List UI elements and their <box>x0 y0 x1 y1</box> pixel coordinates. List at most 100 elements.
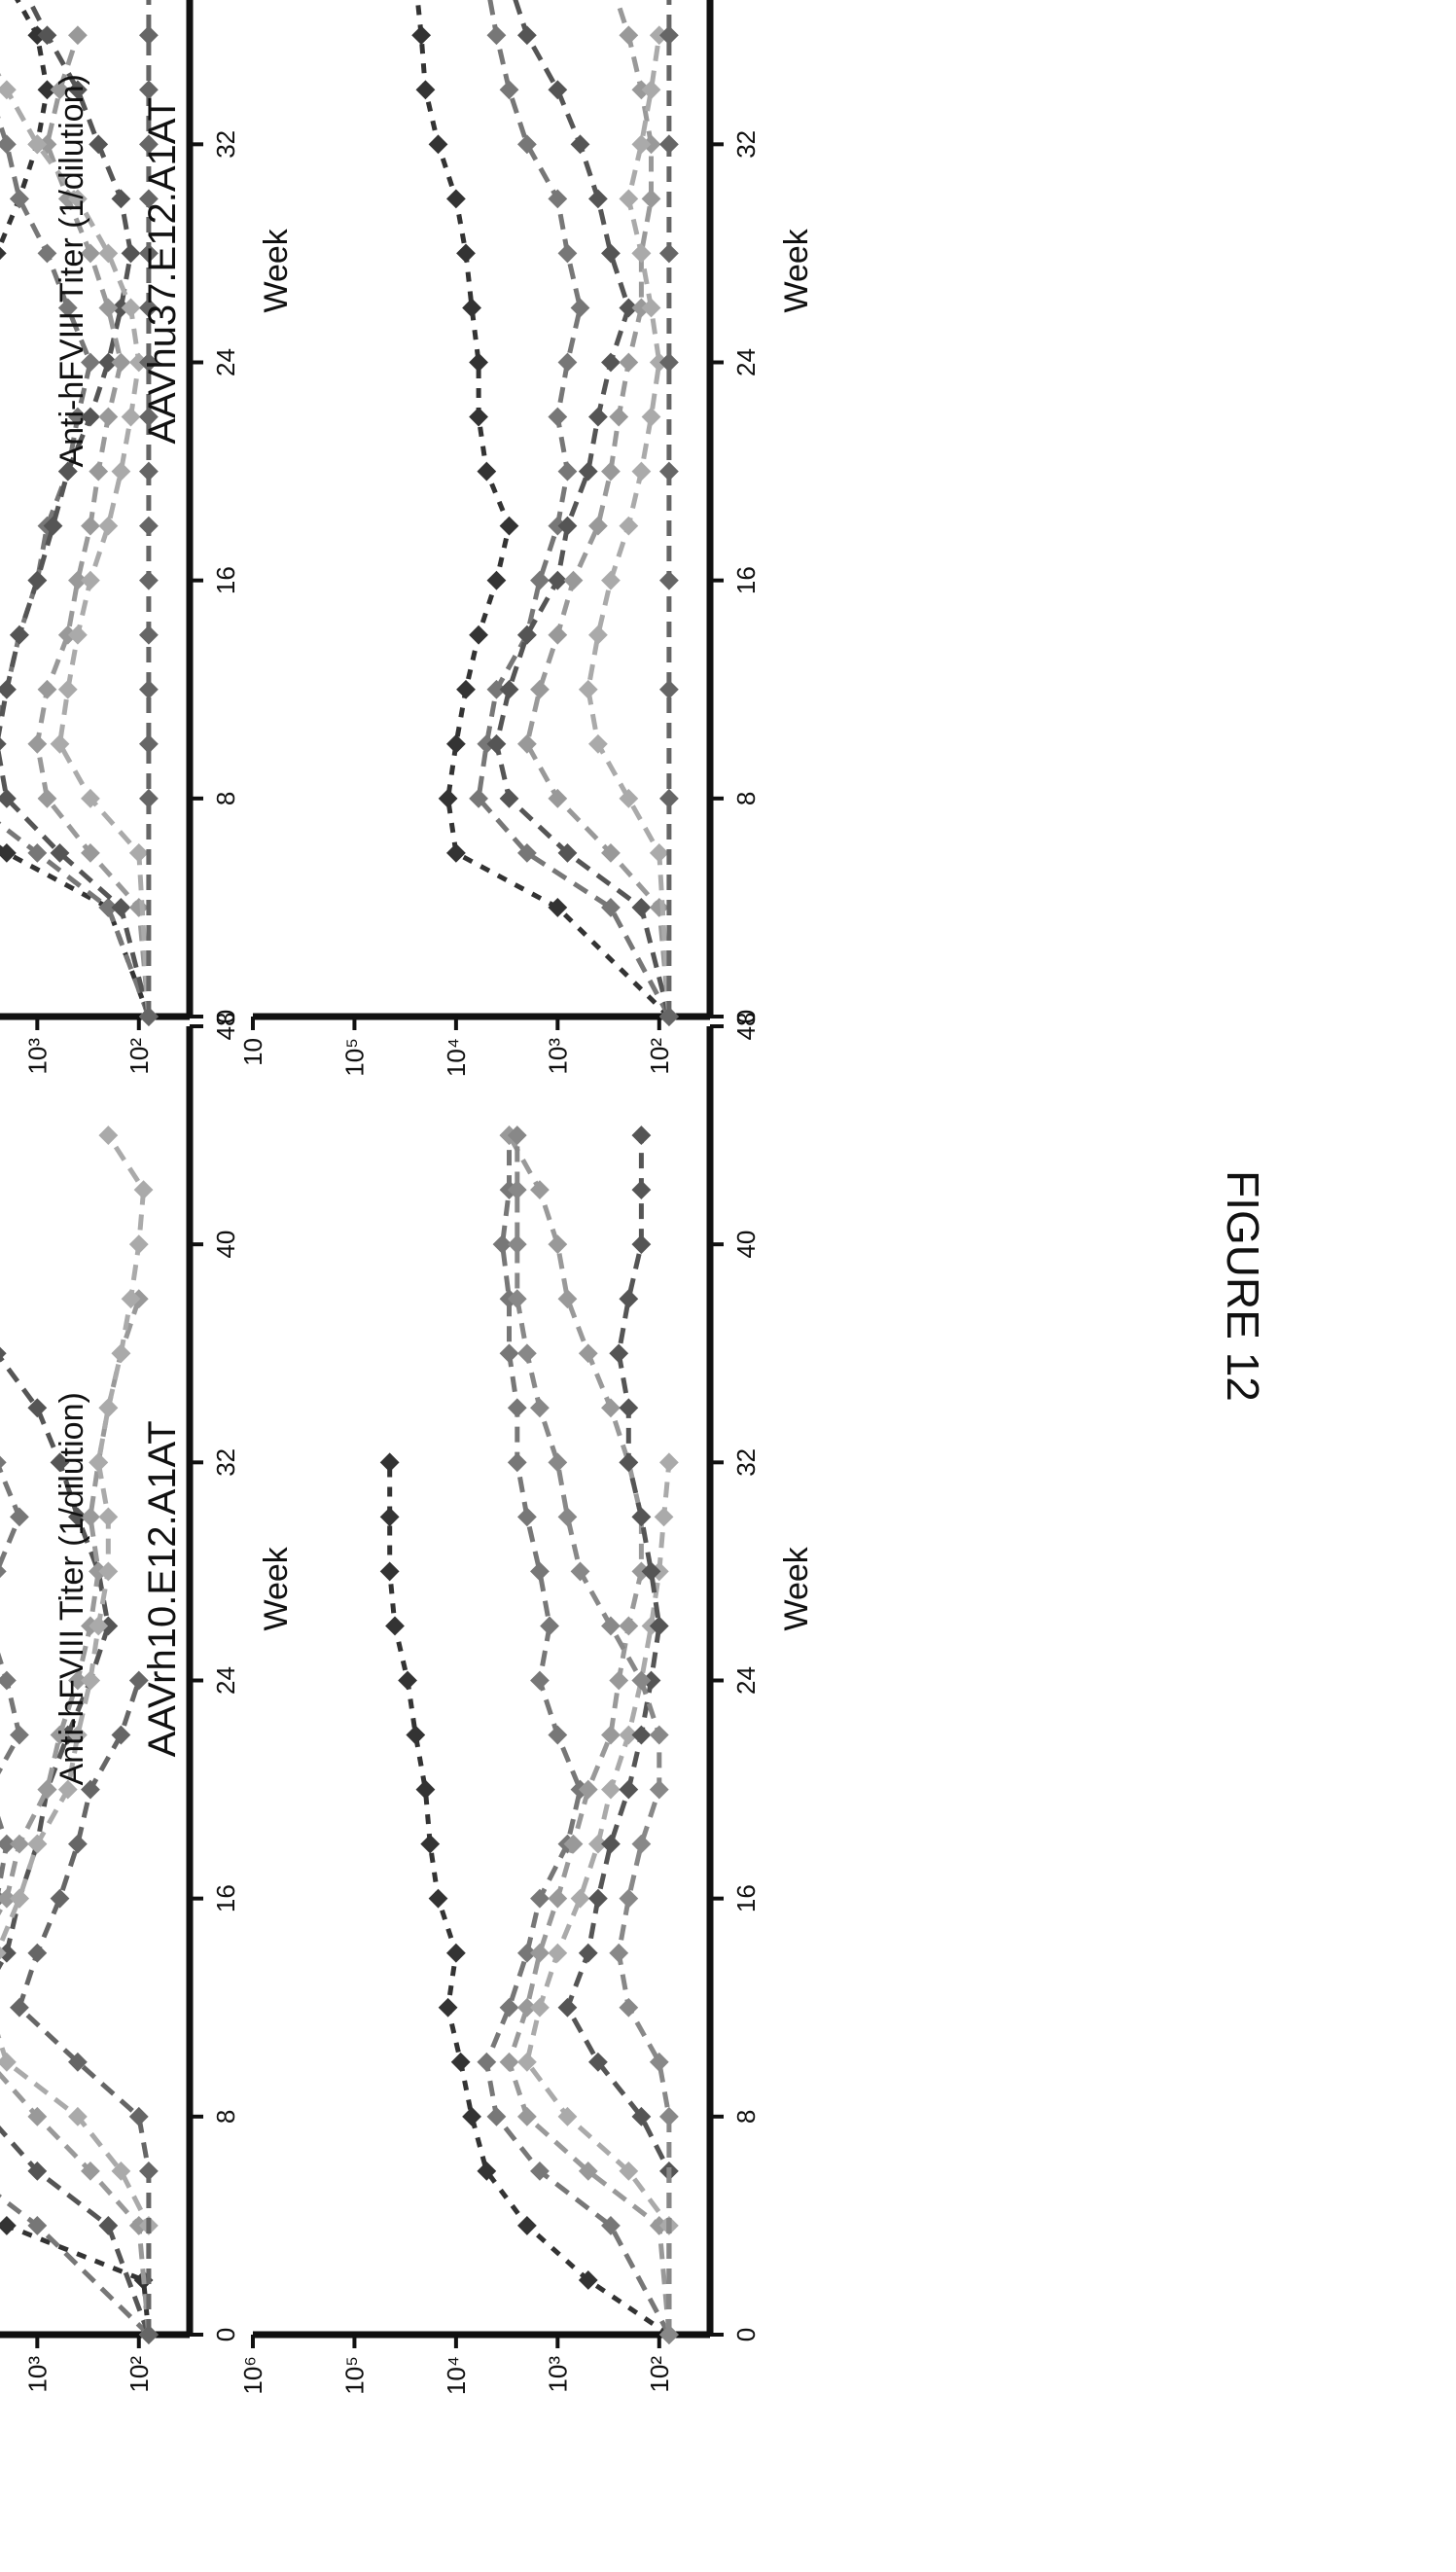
series-point <box>530 570 550 590</box>
series-point <box>641 1670 661 1691</box>
series-point <box>563 1834 584 1854</box>
series-point <box>563 570 584 590</box>
series-point <box>477 461 497 482</box>
series-point <box>469 625 488 645</box>
series-point <box>631 1670 652 1691</box>
series-point <box>516 134 537 155</box>
series-point <box>138 516 159 536</box>
series-point <box>445 1943 466 1963</box>
series-point <box>578 461 598 482</box>
series-point <box>89 134 109 155</box>
series-point <box>631 1125 652 1145</box>
series-line <box>0 1243 152 2336</box>
series-point <box>601 570 621 590</box>
series-point <box>81 788 100 808</box>
series-point <box>578 1343 598 1364</box>
series-line <box>483 0 672 1018</box>
series-point <box>0 1834 17 1854</box>
series-point <box>67 1670 88 1691</box>
series-point <box>649 898 669 917</box>
series-point <box>138 2161 159 2181</box>
series-point <box>10 1834 29 1854</box>
series-point <box>631 1234 652 1255</box>
series-point <box>557 1507 578 1527</box>
series-point <box>81 570 100 590</box>
series-point <box>415 80 436 100</box>
series-point <box>516 2106 537 2126</box>
series-point <box>477 2161 497 2181</box>
series-point <box>499 2052 519 2072</box>
series-point <box>138 80 159 100</box>
series-point <box>619 352 639 373</box>
series-point <box>37 788 57 808</box>
x-tick-label: 24 <box>211 1666 240 1695</box>
series-point <box>98 898 119 917</box>
series-point <box>128 352 149 373</box>
series-point <box>415 1779 436 1800</box>
series-point <box>619 1997 639 2018</box>
series-point <box>445 189 466 209</box>
series-point <box>530 1398 550 1418</box>
series-point <box>379 1561 400 1582</box>
series-point <box>10 1725 29 1745</box>
series-point <box>631 1725 652 1745</box>
series-point <box>649 2052 669 2072</box>
series-point <box>658 25 679 46</box>
series-point <box>27 1834 48 1854</box>
x-tick-label: 0 <box>731 1010 761 1023</box>
x-tick-label: 0 <box>211 1010 240 1023</box>
series-point <box>98 1398 119 1418</box>
series-point <box>477 2052 497 2072</box>
series-point <box>570 1561 590 1582</box>
series-point <box>557 1997 578 2018</box>
series-point <box>507 1180 527 1200</box>
series-point <box>516 1343 537 1364</box>
series-point <box>499 788 519 808</box>
series-point <box>128 1670 149 1691</box>
series-point <box>557 352 578 373</box>
series-point <box>619 25 639 46</box>
x-tick-label: 8 <box>731 2110 761 2124</box>
series-point <box>619 189 639 209</box>
series-point <box>570 1888 590 1909</box>
series-point <box>27 1943 48 1963</box>
series-point <box>516 1997 537 2018</box>
series-point <box>111 461 131 482</box>
series-point <box>557 1289 578 1309</box>
series-point <box>530 2161 550 2181</box>
series-point <box>601 352 621 373</box>
series-point <box>0 788 17 808</box>
series-point <box>111 898 131 917</box>
series-point <box>641 189 661 209</box>
x-tick-label: 24 <box>731 348 761 376</box>
series-line <box>463 0 672 1018</box>
series-point <box>67 1507 88 1527</box>
series-point <box>601 1398 621 1418</box>
series-point <box>516 25 537 46</box>
series-point <box>557 516 578 536</box>
series-point <box>548 407 568 427</box>
chart-panel-aavhu37-e12-a1at: 0816243240481010⁵10⁴10³10²WeekAAVhu37.E1… <box>53 0 815 1077</box>
series-point <box>128 1234 149 1255</box>
series-point <box>649 842 669 863</box>
series-point <box>138 625 159 645</box>
y-axis-label: Anti-hFVIII Titer (1/dilution) <box>53 1392 90 1785</box>
series-point <box>10 1888 29 1909</box>
series-point <box>641 407 661 427</box>
series-point <box>138 461 159 482</box>
y-tick-label: 10³ <box>543 2356 572 2393</box>
series-point <box>578 2161 598 2181</box>
series-point <box>27 570 48 590</box>
series-line <box>524 1462 672 2335</box>
series-point <box>57 625 78 645</box>
series-point <box>619 1779 639 1800</box>
series-point <box>462 2106 481 2126</box>
series-point <box>445 733 466 754</box>
series-point <box>631 1180 652 1200</box>
series-point <box>654 1507 674 1527</box>
chart-body-aavrh10-e12-a1at: 0 8 16 24 32 40 48 10² 10³ 10⁴ 10⁵ 10⁶ Week AAVrh10.E… <box>53 1013 815 2396</box>
series-point <box>540 1616 559 1636</box>
series-point <box>619 788 639 808</box>
series-point <box>138 570 159 590</box>
series-point <box>619 2161 639 2181</box>
